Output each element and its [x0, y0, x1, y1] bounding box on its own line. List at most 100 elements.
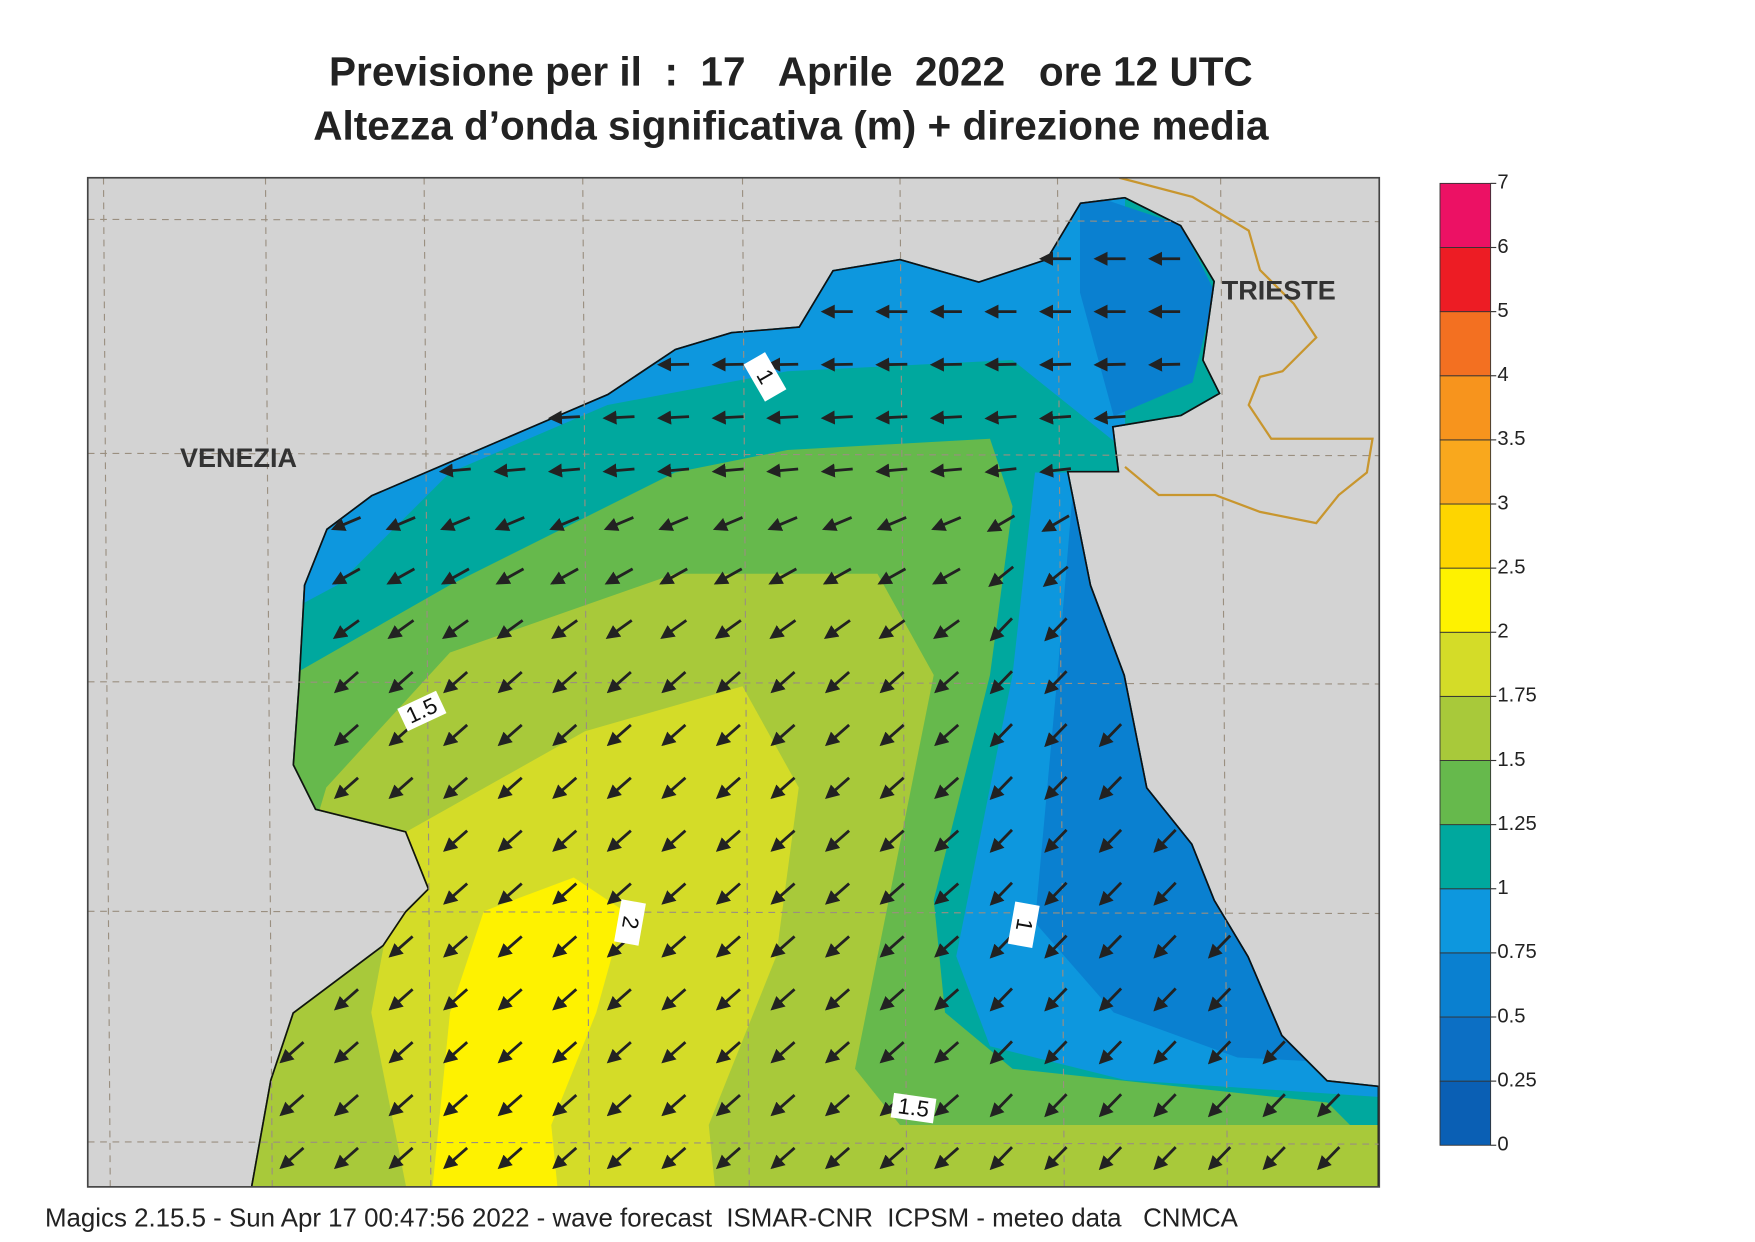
wave-arrow — [934, 723, 960, 747]
wave-arrow — [879, 671, 905, 694]
wave-arrow — [388, 776, 414, 799]
wave-arrow — [497, 988, 523, 1011]
wave-arrow — [387, 619, 415, 640]
wave-arrow — [932, 567, 961, 585]
wave-arrow — [931, 516, 962, 531]
colorbar-segment — [1439, 375, 1492, 441]
wave-arrow — [443, 988, 469, 1011]
wave-arrow — [279, 1146, 305, 1170]
colorbar-segment — [1439, 311, 1492, 377]
wave-arrow — [770, 882, 796, 905]
wave-arrow — [934, 1146, 960, 1170]
colorbar-segment — [1439, 631, 1492, 697]
wave-arrow — [386, 567, 416, 585]
wave-arrow — [876, 516, 907, 531]
wave-arrow — [929, 463, 962, 478]
parallel — [87, 910, 1380, 915]
colorbar-label: 2 — [1497, 621, 1508, 643]
wave-arrow — [934, 882, 960, 905]
wave-arrow — [658, 516, 689, 531]
wave-arrow — [712, 516, 744, 531]
wave-arrow — [440, 567, 470, 585]
wave-arrow — [715, 935, 741, 958]
wave-arrow — [497, 776, 523, 799]
wave-arrow — [1044, 1040, 1068, 1065]
wave-arrow — [497, 723, 523, 747]
wave-arrow — [934, 988, 960, 1011]
wave-arrow — [1098, 1040, 1123, 1065]
title-line: Previsione per il : 17 Aprile 2022 ore 1… — [329, 49, 1253, 95]
label-box — [890, 1092, 937, 1124]
wave-arrow — [711, 410, 744, 425]
wave-arrow — [989, 1040, 1014, 1065]
wave-arrow — [879, 723, 905, 747]
wave-arrow — [547, 410, 580, 425]
colorbar-label: 4 — [1497, 364, 1508, 386]
wave-arrow — [715, 723, 741, 747]
wave-arrow — [602, 463, 635, 478]
wave-arrow — [825, 723, 851, 747]
wave-arrow — [1098, 987, 1123, 1012]
wave-arrow — [989, 617, 1014, 642]
wave-arrow — [770, 1041, 796, 1064]
wave-arrow — [442, 619, 469, 640]
wave-arrow — [552, 829, 578, 852]
wave-arrow — [661, 776, 687, 799]
wave-arrow — [388, 1146, 414, 1170]
wave-arrow — [388, 1094, 414, 1117]
wave-arrow — [385, 516, 416, 531]
wave-arrow — [606, 776, 632, 799]
wave-zone — [1080, 196, 1215, 417]
wave-arrow — [333, 671, 359, 694]
colorbar-label: 1.25 — [1497, 813, 1536, 835]
wave-arrow — [606, 988, 632, 1011]
contour-label: 1 — [743, 352, 787, 402]
wave-arrow — [770, 671, 796, 694]
wave-arrow — [715, 1041, 741, 1064]
wave-arrow — [497, 1041, 523, 1064]
wave-arrow — [333, 776, 359, 799]
wave-arrow — [825, 1146, 851, 1170]
wave-arrow — [494, 516, 525, 531]
wave-arrow — [1207, 1146, 1232, 1171]
colorbar-label: 2.5 — [1497, 556, 1525, 578]
wave-arrow — [825, 882, 851, 905]
wave-arrow — [715, 988, 741, 1011]
graticule — [87, 177, 1380, 1187]
wave-arrow — [661, 671, 687, 694]
wave-arrow — [989, 1093, 1014, 1118]
wave-arrow — [1262, 1040, 1286, 1065]
colorbar-label: 0.75 — [1497, 941, 1536, 963]
wave-arrow — [879, 935, 905, 958]
wave-arrow — [279, 1094, 305, 1117]
wave-arrow — [989, 828, 1014, 853]
colorbar-segment — [1439, 182, 1492, 248]
colorbar-label: 1.75 — [1497, 685, 1536, 707]
colorbar-segment — [1439, 567, 1492, 633]
colorbar-segment — [1439, 247, 1492, 313]
wave-arrow — [657, 410, 690, 425]
wave-arrow — [1041, 514, 1070, 532]
wave-arrow — [606, 1094, 632, 1117]
wave-arrow — [659, 567, 688, 585]
wave-arrow — [333, 1041, 359, 1064]
label-box — [1007, 901, 1040, 948]
wave-arrow — [714, 619, 742, 640]
contour-label: 1 — [1007, 901, 1040, 948]
wave-arrow — [657, 463, 690, 478]
wave-arrow — [605, 619, 633, 640]
colorbar-label: 0.5 — [1497, 1005, 1525, 1027]
wave-arrow — [770, 776, 796, 799]
wave-arrow — [1044, 881, 1068, 906]
wave-arrow — [820, 357, 853, 372]
wave-arrow — [715, 1094, 741, 1117]
wave-arrow — [497, 829, 523, 852]
colorbar-label: 7 — [1497, 172, 1508, 194]
wave-arrow — [879, 776, 905, 799]
wave-arrow — [1044, 987, 1068, 1012]
wave-arrow — [1207, 987, 1232, 1012]
wave-arrow — [1262, 1146, 1286, 1171]
wave-arrow — [552, 1146, 578, 1170]
wave-arrow — [984, 410, 1017, 425]
